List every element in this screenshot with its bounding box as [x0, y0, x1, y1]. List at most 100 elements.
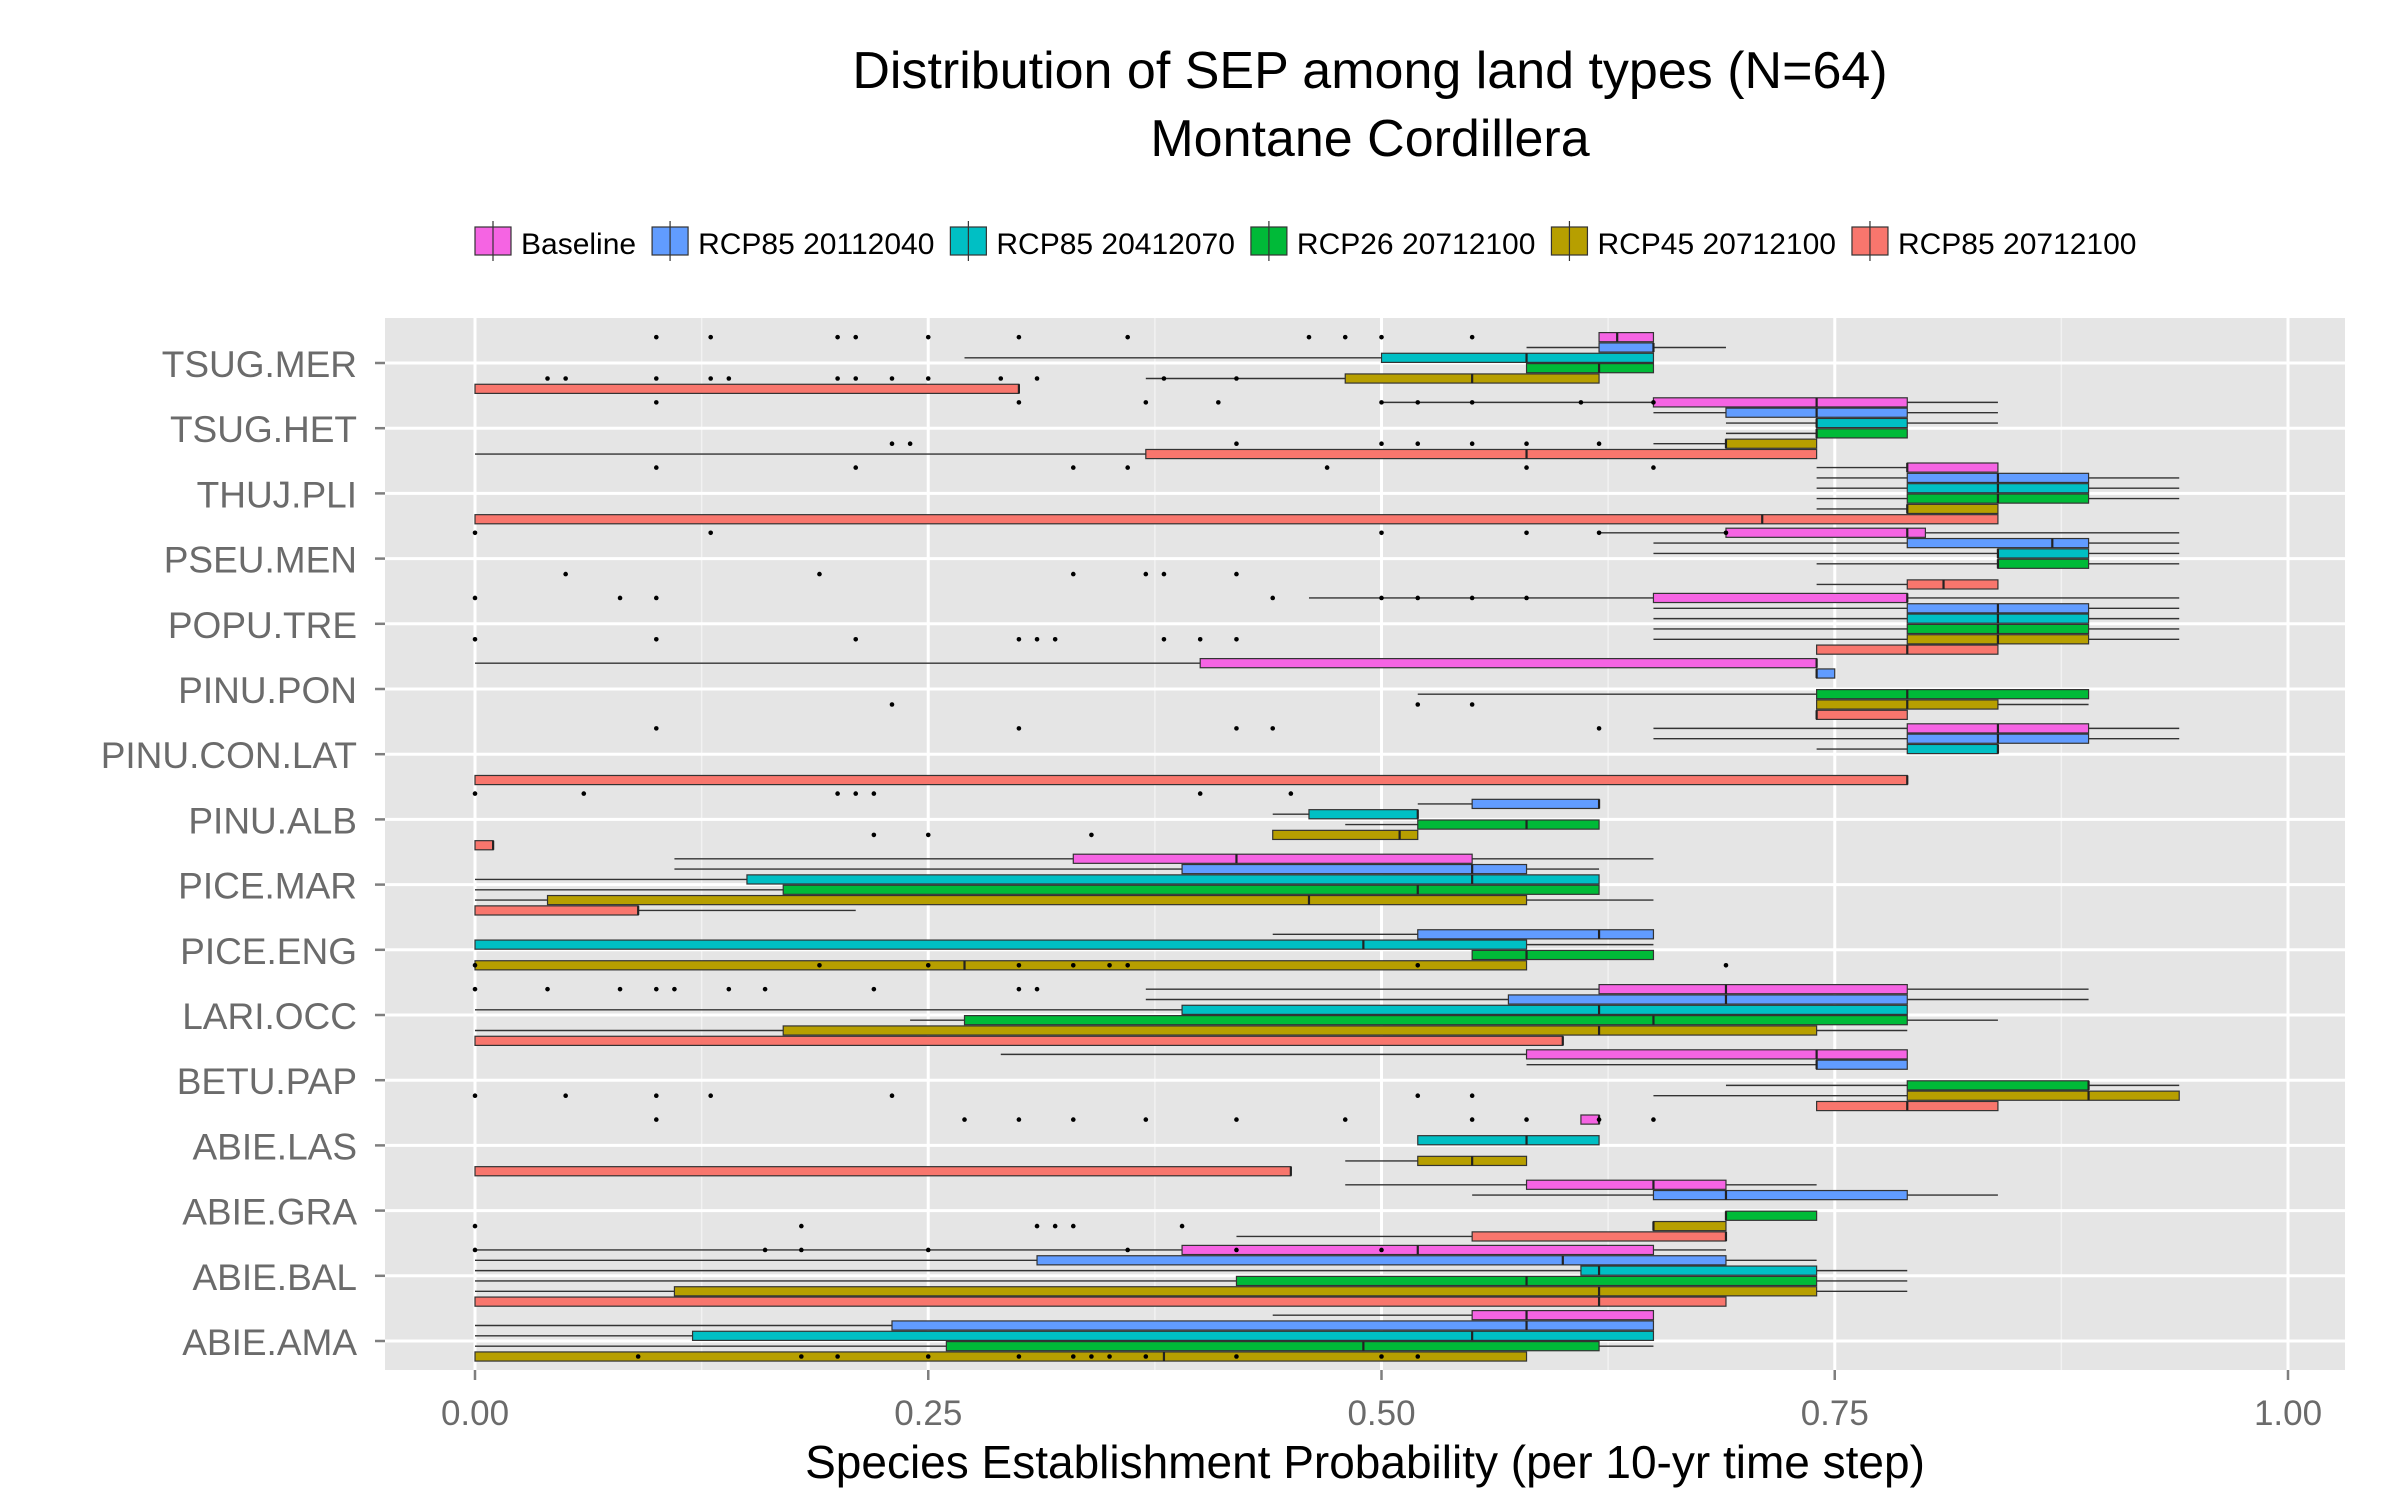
outlier-point [1070, 963, 1076, 968]
legend-label: RCP45 20712100 [1597, 228, 1836, 261]
outlier-point [925, 334, 931, 340]
box-iqr [474, 1035, 1564, 1047]
outlier-point [1524, 530, 1529, 536]
outlier-point [472, 791, 478, 796]
legend-label: RCP85 20412070 [996, 228, 1235, 261]
x-tick-label: 0.75 [1801, 1394, 1869, 1433]
y-tick-label: ABIE.AMA [182, 1322, 357, 1363]
box-iqr [1906, 743, 1999, 755]
box-iqr [1471, 949, 1655, 961]
outlier-point [1034, 1223, 1040, 1229]
outlier-point [871, 986, 877, 992]
outlier-point [835, 791, 840, 796]
outlier-point [925, 376, 931, 381]
outlier-point [654, 1093, 659, 1098]
outlier-point [889, 1093, 895, 1098]
box-iqr [1652, 1189, 1908, 1201]
y-tick-label: ABIE.BAL [192, 1257, 357, 1298]
outlier-point [654, 595, 659, 601]
outlier-point [853, 465, 859, 470]
outlier-point [799, 1247, 804, 1253]
y-tick-label: PINU.CON.LAT [101, 735, 357, 776]
box-iqr [474, 1166, 1292, 1177]
outlier-point [708, 376, 713, 381]
outlier-point [853, 376, 859, 381]
y-tick-label: ABIE.GRA [182, 1192, 357, 1233]
outlier-point [563, 1093, 568, 1098]
box-iqr [1380, 352, 1655, 363]
box-iqr [1816, 417, 1908, 429]
x-tick-label: 0.25 [894, 1394, 962, 1433]
box-iqr [891, 1320, 1655, 1331]
box-iqr [1525, 1049, 1908, 1060]
outlier-point [835, 376, 840, 381]
box-iqr [474, 1351, 1528, 1362]
outlier-point [1216, 400, 1221, 405]
outlier-point [654, 334, 659, 340]
outlier-point [1379, 530, 1384, 536]
outlier-point [799, 1354, 804, 1359]
box-iqr [1906, 462, 1999, 473]
outlier-point [1107, 963, 1112, 968]
y-tick-label: POPU.TRE [168, 605, 357, 646]
y-tick-label: PSEU.MEN [164, 540, 357, 581]
outlier-point [1016, 334, 1022, 340]
outlier-point [1651, 1117, 1656, 1122]
box-iqr [1652, 592, 1908, 604]
box-iqr [1417, 819, 1600, 830]
outlier-point [1197, 637, 1203, 642]
y-tick-label: LARI.OCC [182, 996, 357, 1037]
outlier-point [1469, 595, 1475, 601]
box-iqr [1725, 438, 1818, 449]
box-iqr [474, 383, 1020, 394]
outlier-point [654, 376, 659, 381]
outlier-point [1125, 465, 1130, 470]
box-iqr [1598, 983, 1908, 995]
outlier-point [1089, 832, 1094, 838]
outlier-point [1234, 376, 1239, 381]
box-iqr [691, 1330, 1655, 1342]
outlier-point [1524, 441, 1529, 447]
outlier-point [1179, 1223, 1185, 1229]
legend-label: RCP85 20712100 [1898, 228, 2137, 261]
box-iqr [1997, 548, 2090, 559]
box-iqr [1145, 448, 1818, 460]
outlier-point [1161, 637, 1167, 642]
x-tick-label: 1.00 [2254, 1394, 2322, 1433]
outlier-point [617, 595, 623, 601]
outlier-point [835, 334, 840, 340]
outlier-point [1379, 595, 1384, 601]
outlier-point [1723, 530, 1729, 536]
outlier-point [1651, 465, 1656, 470]
outlier-point [1379, 1247, 1384, 1253]
outlier-point [1143, 1354, 1149, 1359]
x-axis-title: Species Establishment Probability (per 1… [805, 1436, 1925, 1488]
box-iqr [1036, 1255, 1727, 1266]
outlier-point [1379, 400, 1384, 405]
outlier-point [1070, 1117, 1076, 1122]
outlier-point [1469, 1093, 1475, 1098]
outlier-point [799, 1223, 804, 1229]
box-iqr [1997, 558, 2090, 569]
outlier-point [1469, 702, 1475, 707]
outlier-point [545, 986, 550, 992]
legend-label: RCP26 20712100 [1297, 228, 1536, 261]
box-iqr [1199, 657, 1818, 669]
box-iqr [1181, 1004, 1908, 1015]
box-iqr [1906, 1090, 2180, 1101]
outlier-point [1197, 791, 1203, 796]
outlier-point [472, 637, 478, 642]
outlier-point [1469, 441, 1475, 447]
box-iqr [746, 874, 1600, 885]
outlier-points [472, 334, 1729, 1359]
outlier-point [1415, 441, 1421, 447]
y-tick-label: PINU.ALB [188, 800, 357, 841]
outlier-point [1034, 637, 1040, 642]
box-iqr [1816, 709, 1908, 720]
outlier-point [545, 376, 550, 381]
outlier-point [708, 334, 713, 340]
box-iqr [1906, 537, 2090, 549]
x-axis: 0.00 0.25 0.50 0.75 1.00 [441, 1370, 2322, 1433]
box-iqr [1417, 1135, 1600, 1146]
outlier-point [1016, 1117, 1022, 1122]
